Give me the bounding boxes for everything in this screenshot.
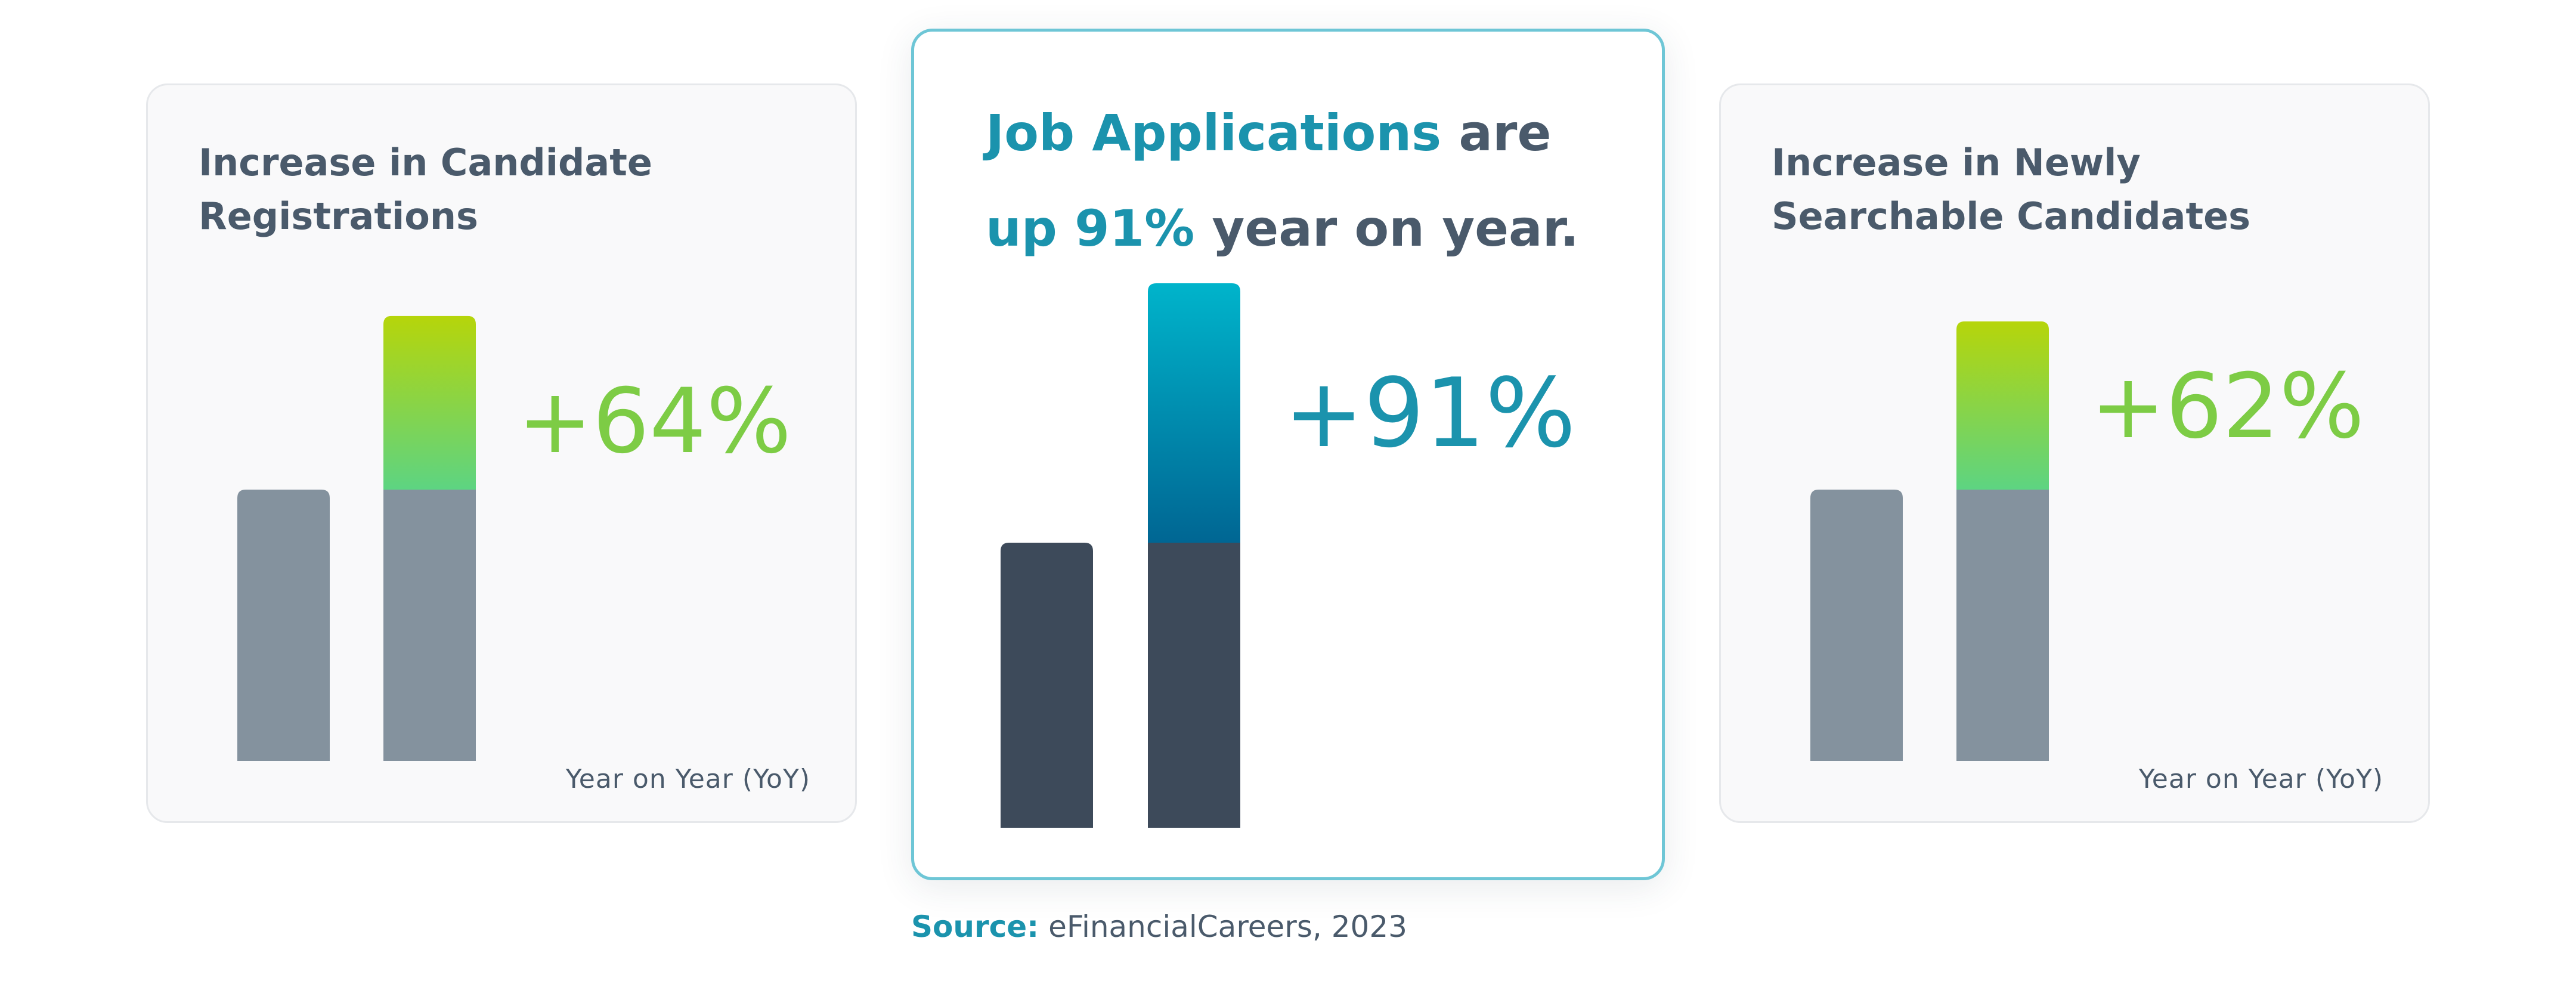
bar-base-segment (1148, 543, 1240, 828)
bar (1148, 283, 1240, 828)
bar-increase-segment (1956, 321, 2049, 490)
x-axis-caption: Year on Year (YoY) (2138, 764, 2383, 794)
bar (237, 490, 330, 761)
card-title-line: Searchable Candidates (1772, 194, 2251, 238)
card-job-applications: Job Applications are up 91% year on year… (911, 29, 1665, 880)
x-axis-caption: Year on Year (YoY) (565, 764, 810, 794)
headline: Job Applications are up 91% year on year… (986, 85, 1579, 276)
bar-base-segment (1956, 490, 2049, 761)
bar-base-segment (1001, 543, 1093, 828)
card-candidate-registrations: Increase in Candidate Registrations +64%… (146, 83, 857, 823)
chart-candidate-registrations: +64% (148, 315, 791, 762)
bar-increase-segment (383, 315, 476, 490)
card-title: Increase in Candidate Registrations (199, 136, 652, 243)
headline-text: year on year. (1194, 199, 1580, 258)
chart-newly-searchable-candidates: +62% (1721, 321, 2364, 762)
source-text: eFinancialCareers, 2023 (1039, 909, 1407, 944)
chart-job-applications: +91% (914, 283, 1576, 829)
bar-increase-segment (1148, 283, 1240, 543)
bar (1810, 490, 1903, 761)
card-title-line: Registrations (199, 194, 478, 238)
headline-text: are (1441, 104, 1552, 162)
change-percent-label: +62% (2091, 355, 2364, 459)
source-label: Source: (911, 909, 1039, 944)
bar-base-segment (383, 490, 476, 761)
card-title-line: Increase in Candidate (199, 141, 652, 184)
headline-highlight: Job Applications (986, 104, 1442, 162)
headline-highlight: up 91% (986, 199, 1195, 258)
card-title-line: Increase in Newly (1772, 141, 2141, 184)
bar (383, 315, 476, 761)
change-percent-label: +64% (518, 370, 791, 474)
source-note: Source: eFinancialCareers, 2023 (911, 909, 1407, 944)
card-newly-searchable-candidates: Increase in Newly Searchable Candidates … (1719, 83, 2430, 823)
bar (1001, 543, 1093, 828)
bar (1956, 321, 2049, 761)
bar-base-segment (237, 490, 330, 761)
card-title: Increase in Newly Searchable Candidates (1772, 136, 2250, 243)
bar-base-segment (1810, 490, 1903, 761)
change-percent-label: +91% (1284, 357, 1576, 469)
